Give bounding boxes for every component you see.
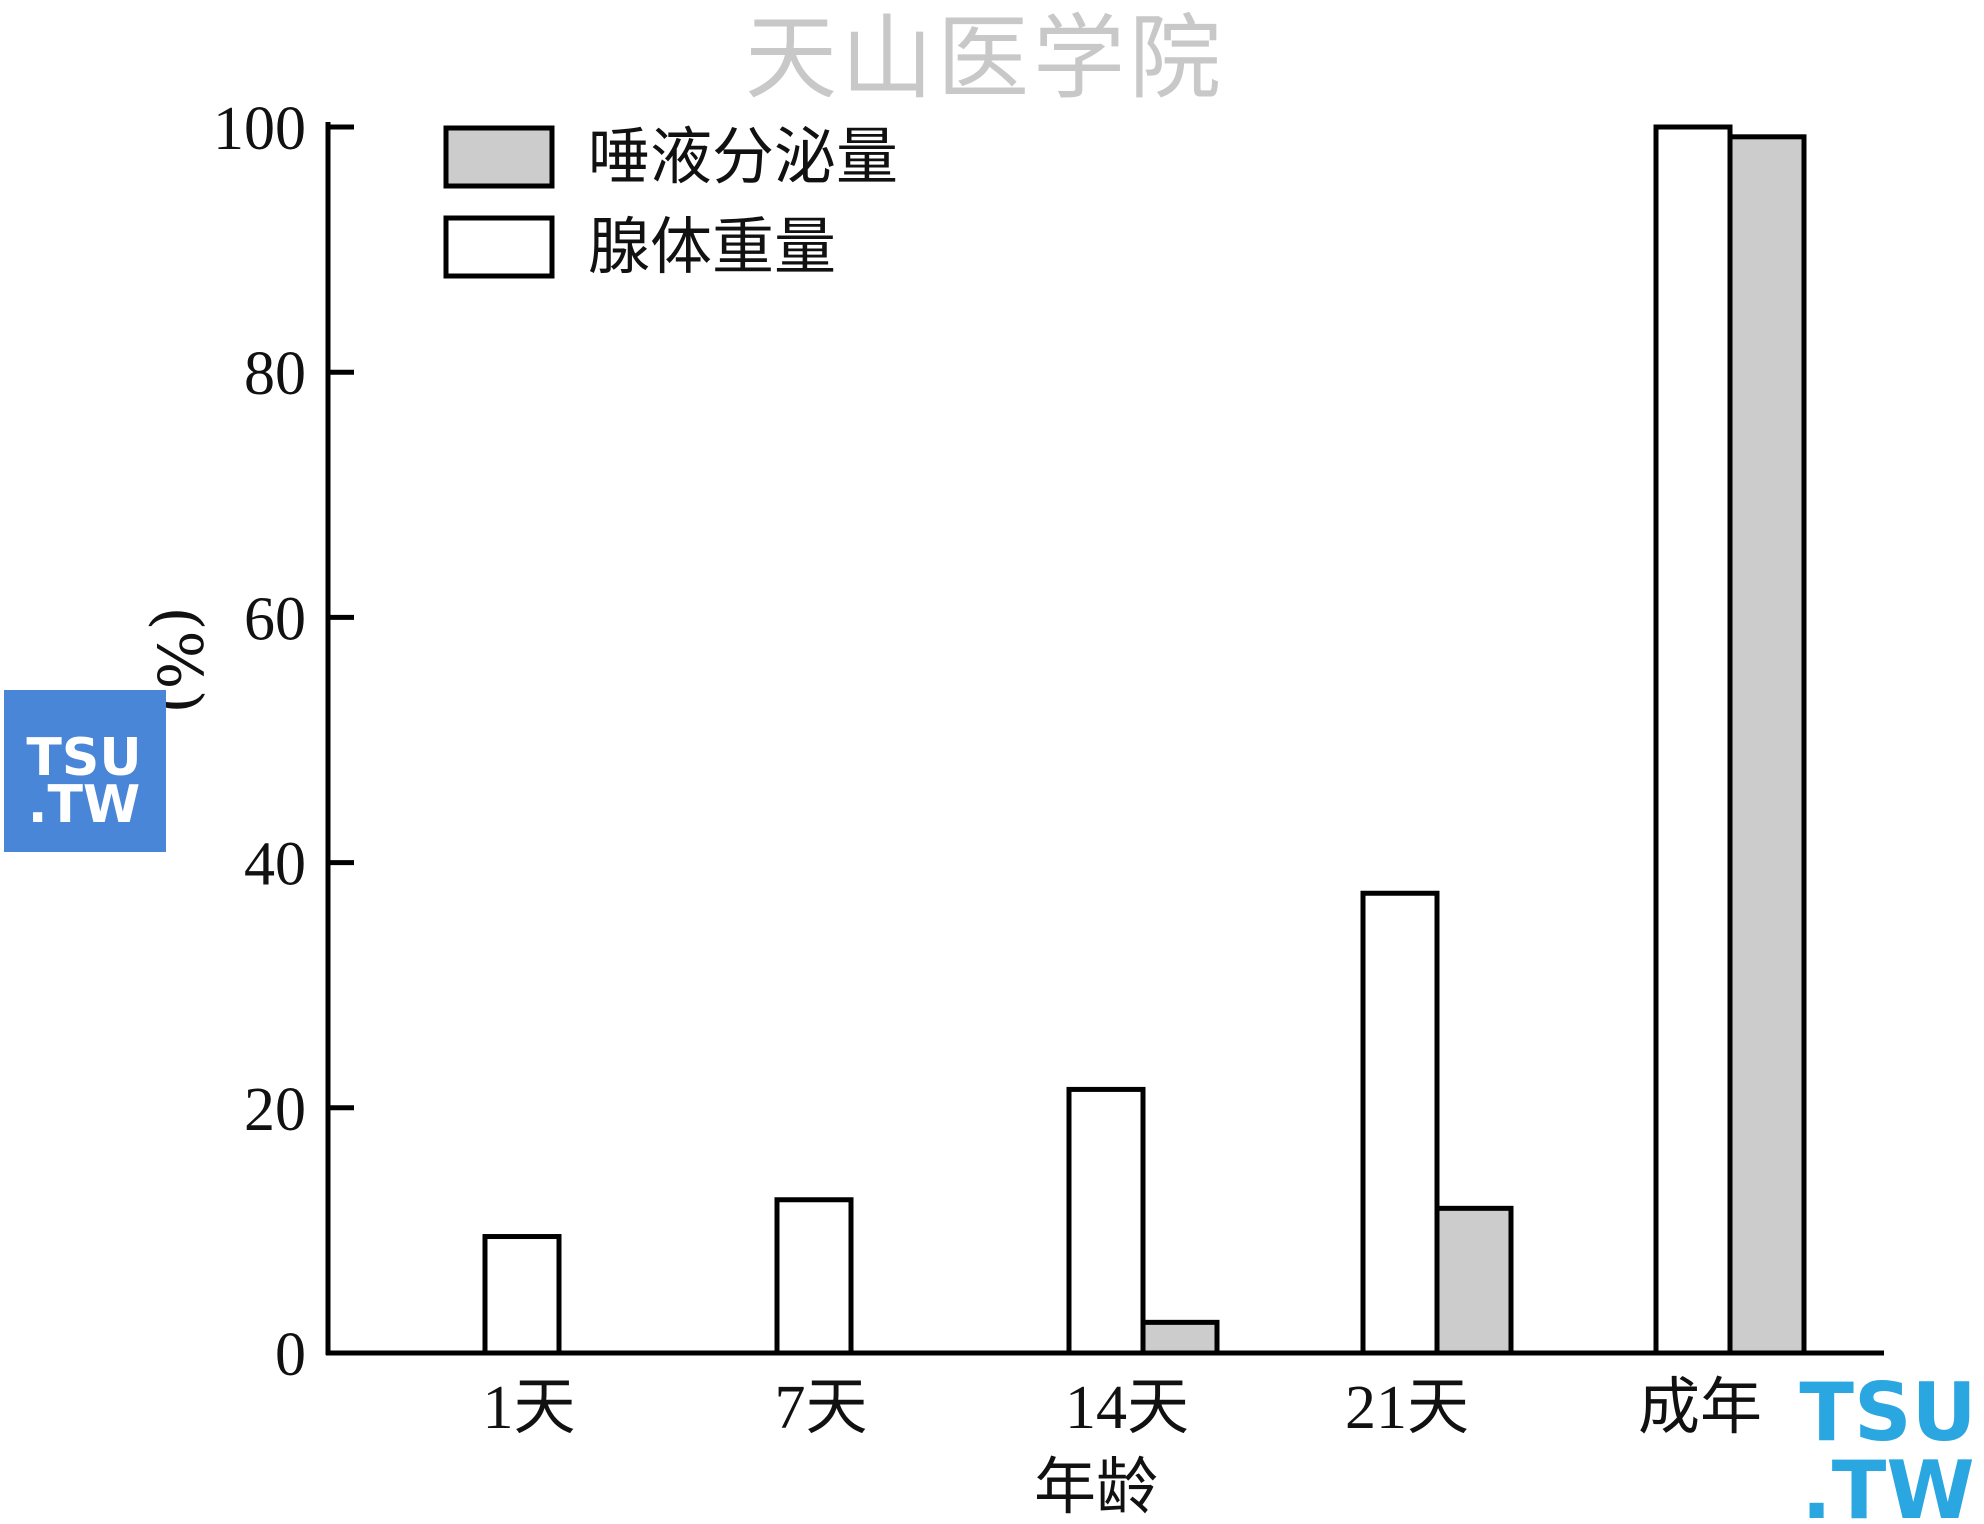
x-axis-title: 年龄 [1034,1450,1158,1523]
x-tick-label: 1天 [482,1374,575,1442]
legend-label-weight: 腺体重量 [588,210,836,283]
logo-left-line1: TSU [26,728,141,788]
bar-gland-weight [774,1197,854,1356]
tsu-logo-left: TSU .TW [4,690,166,852]
tsu-logo-right: TSU .TW [1799,1366,1976,1524]
logo-right-line1: TSU [1799,1366,1976,1459]
y-tick-label: 0 [275,1321,306,1389]
logo-left-line2: .TW [28,775,141,835]
y-tick-label: 60 [244,585,306,653]
legend-swatch-weight [443,215,555,279]
bars [482,124,1807,1356]
legend-swatch-secretion [443,125,555,189]
bar-saliva-secretion [1727,134,1807,1356]
bar-gland-weight [482,1234,562,1356]
y-tick-label: 80 [244,340,306,408]
bar-gland-weight [1360,890,1440,1356]
x-tick-label: 14天 [1065,1374,1189,1442]
y-ticks: 0 20 40 60 80 100 [213,95,354,1389]
bar-gland-weight [1066,1086,1146,1356]
x-tick-label: 21天 [1345,1374,1469,1442]
x-tick-label: 7天 [774,1374,867,1442]
y-tick-label: 40 [244,831,306,899]
watermark-text: 天山医学院 [745,5,1225,112]
legend: 唾液分泌量 腺体重量 [443,120,898,283]
bar-gland-weight [1653,124,1733,1356]
legend-label-secretion: 唾液分泌量 [588,120,898,193]
x-tick-label: 成年 [1638,1374,1762,1442]
x-tick-labels: 1天 7天 14天 21天 成年 [482,1374,1762,1442]
logo-right-line2: .TW [1801,1444,1974,1524]
bar-saliva-secretion [1140,1319,1220,1356]
logo-left-background [4,690,166,852]
bar-saliva-secretion [1434,1205,1514,1356]
y-tick-label: 20 [244,1076,306,1144]
y-tick-label: 100 [213,95,306,163]
